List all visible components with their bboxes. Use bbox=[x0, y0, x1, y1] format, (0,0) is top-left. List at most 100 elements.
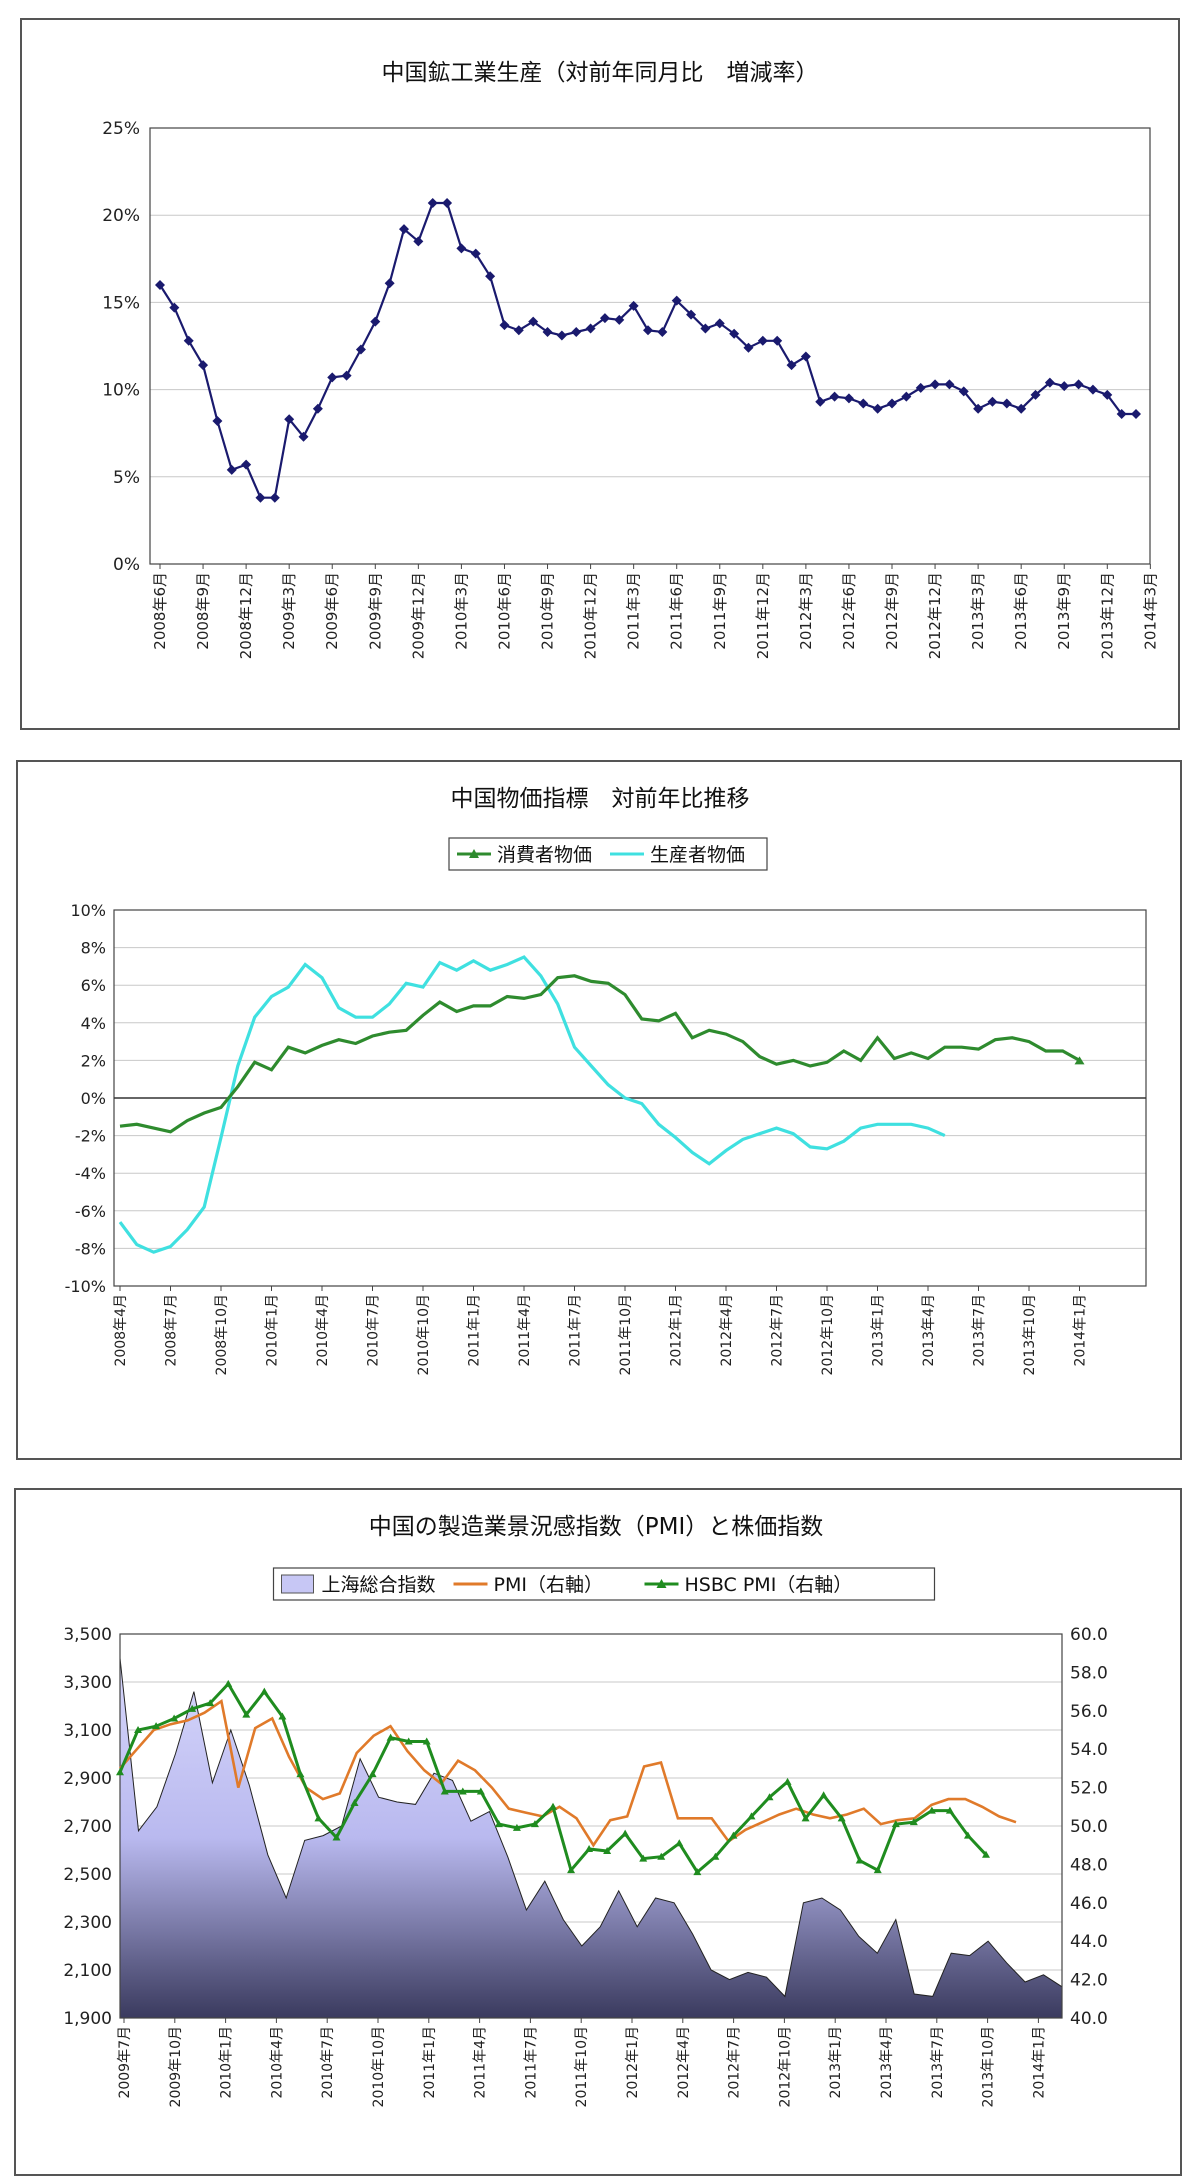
x-tick-label: 2013年4月 bbox=[879, 2026, 895, 2099]
y-left-tick-label: 3,300 bbox=[63, 1673, 112, 1693]
x-tick-label: 2012年4月 bbox=[676, 2026, 692, 2099]
x-tick-label: 2012年12月 bbox=[926, 572, 944, 659]
data-point bbox=[155, 279, 165, 290]
x-tick-label: 2008年9月 bbox=[194, 572, 212, 650]
x-tick-label: 2010年6月 bbox=[495, 572, 513, 650]
y-tick-label: 4% bbox=[81, 1014, 106, 1033]
data-point bbox=[350, 1798, 359, 1806]
x-tick-label: 2008年7月 bbox=[164, 1294, 180, 1367]
legend-label: 上海総合指数 bbox=[322, 1574, 436, 1596]
data-point bbox=[494, 1820, 503, 1828]
data-point bbox=[815, 396, 826, 407]
data-point bbox=[643, 325, 653, 336]
x-tick-label: 2012年9月 bbox=[883, 572, 901, 650]
x-tick-label: 2012年1月 bbox=[669, 1294, 685, 1367]
data-point bbox=[872, 403, 883, 414]
data-point bbox=[298, 431, 309, 442]
y-right-tick-label: 42.0 bbox=[1070, 1971, 1108, 1991]
x-tick-label: 2012年4月 bbox=[719, 1294, 735, 1367]
x-tick-label: 2011年4月 bbox=[473, 2026, 489, 2099]
x-tick-label: 2011年1月 bbox=[467, 1294, 483, 1367]
y-left-tick-label: 2,100 bbox=[63, 1961, 112, 1981]
data-point bbox=[341, 370, 352, 381]
data-point bbox=[743, 342, 754, 353]
data-point bbox=[1059, 381, 1070, 392]
data-point bbox=[549, 1802, 557, 1810]
data-point bbox=[442, 197, 453, 208]
data-point bbox=[458, 1787, 467, 1795]
x-tick-label: 2009年12月 bbox=[409, 572, 427, 659]
data-point bbox=[829, 391, 840, 402]
x-tick-label: 2011年10月 bbox=[618, 1294, 634, 1375]
data-point bbox=[427, 197, 438, 208]
x-tick-label: 2013年3月 bbox=[969, 572, 987, 650]
series-line-consumer-price bbox=[119, 974, 1081, 1134]
data-point bbox=[585, 323, 596, 334]
x-tick-label: 2009年7月 bbox=[117, 2026, 133, 2099]
data-point bbox=[987, 396, 998, 407]
x-tick-label: 2010年3月 bbox=[452, 572, 470, 650]
data-point bbox=[198, 360, 209, 371]
data-point bbox=[242, 1710, 251, 1718]
y-right-tick-label: 44.0 bbox=[1070, 1932, 1108, 1952]
data-point bbox=[837, 1814, 846, 1822]
data-point bbox=[314, 1814, 323, 1822]
data-point bbox=[757, 335, 768, 346]
data-point bbox=[241, 459, 252, 470]
x-tick-label: 2014年3月 bbox=[1141, 572, 1159, 650]
data-point bbox=[370, 316, 381, 327]
data-point bbox=[855, 1856, 864, 1864]
x-tick-label: 2012年3月 bbox=[797, 572, 815, 650]
series-area-shanghai-composite bbox=[119, 1657, 1063, 2019]
legend-box bbox=[272, 1567, 936, 1601]
data-point bbox=[729, 328, 740, 339]
legend-marker bbox=[469, 849, 479, 858]
data-point bbox=[729, 1831, 738, 1839]
x-tick-label: 2011年7月 bbox=[568, 1294, 584, 1367]
y-left-tick-label: 2,900 bbox=[63, 1769, 112, 1789]
data-point bbox=[621, 1829, 630, 1837]
data-point bbox=[260, 1687, 269, 1695]
data-point bbox=[485, 271, 496, 282]
data-point bbox=[873, 1866, 882, 1874]
data-point bbox=[1131, 409, 1141, 420]
y-right-tick-label: 56.0 bbox=[1070, 1702, 1108, 1722]
y-left-tick-label: 3,100 bbox=[63, 1721, 112, 1741]
pmi-stock-chart-panel: 中国の製造業景況感指数（PMI）と株価指数 上海総合指数 PMI（右軸） HSBC P… bbox=[14, 1488, 1182, 2176]
data-point bbox=[819, 1791, 828, 1799]
series-line-producer-price bbox=[118, 955, 946, 1254]
x-tick-label: 2013年10月 bbox=[981, 2026, 997, 2107]
x-tick-label: 2009年3月 bbox=[280, 572, 298, 650]
data-point bbox=[1116, 409, 1127, 420]
data-point bbox=[513, 325, 524, 336]
x-tick-label: 2011年7月 bbox=[523, 2026, 539, 2099]
data-point bbox=[958, 386, 969, 397]
x-tick-label: 2013年1月 bbox=[871, 1294, 887, 1367]
y-right-tick-label: 58.0 bbox=[1070, 1663, 1108, 1683]
x-tick-label: 2010年1月 bbox=[265, 1294, 281, 1367]
x-tick-label: 2013年6月 bbox=[1012, 572, 1030, 650]
data-point bbox=[327, 372, 338, 383]
data-point bbox=[567, 1866, 576, 1874]
chart-title: 中国物価指標 対前年比推移 bbox=[451, 786, 750, 812]
data-point bbox=[456, 243, 467, 254]
y-left-tick-label: 2,700 bbox=[63, 1817, 112, 1837]
legend-swatch bbox=[281, 1574, 314, 1594]
x-tick-label: 2013年1月 bbox=[828, 2026, 844, 2099]
data-point bbox=[212, 415, 223, 426]
data-point bbox=[603, 1846, 612, 1854]
x-tick-label: 2013年7月 bbox=[930, 2026, 946, 2099]
y-tick-label: 10% bbox=[102, 381, 140, 401]
data-point bbox=[1074, 1056, 1085, 1065]
data-point bbox=[169, 302, 180, 313]
y-tick-label: 0% bbox=[113, 555, 140, 575]
data-point bbox=[927, 1806, 936, 1814]
data-point bbox=[982, 1850, 990, 1858]
y-tick-label: 20% bbox=[102, 206, 140, 226]
data-point bbox=[476, 1787, 485, 1795]
y-tick-label: 10% bbox=[70, 901, 106, 920]
x-tick-label: 2010年7月 bbox=[366, 1294, 382, 1367]
x-tick-label: 2012年7月 bbox=[727, 2026, 743, 2099]
data-point bbox=[700, 323, 711, 334]
